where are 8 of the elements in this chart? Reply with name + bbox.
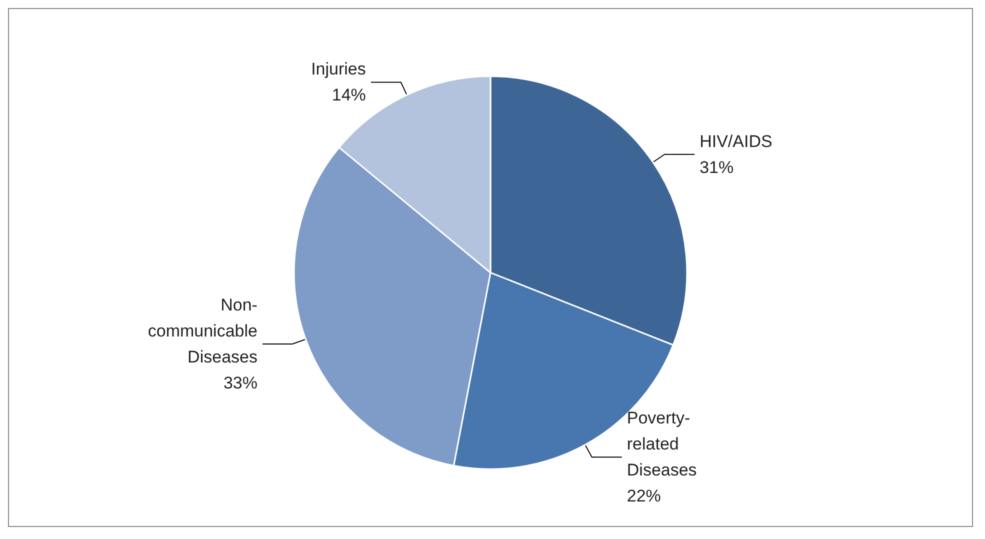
slice-label: Injuries <box>311 60 366 79</box>
slice-label: Non-communicable Diseases <box>148 295 258 366</box>
data-label: 14% <box>332 86 366 105</box>
data-label: 31% <box>700 158 734 177</box>
data-label: 22% <box>626 486 661 506</box>
slice-label: Poverty-related Diseases <box>626 408 697 480</box>
data-label: 33% <box>223 373 258 392</box>
slice-label: HIV/AIDS <box>700 132 772 151</box>
